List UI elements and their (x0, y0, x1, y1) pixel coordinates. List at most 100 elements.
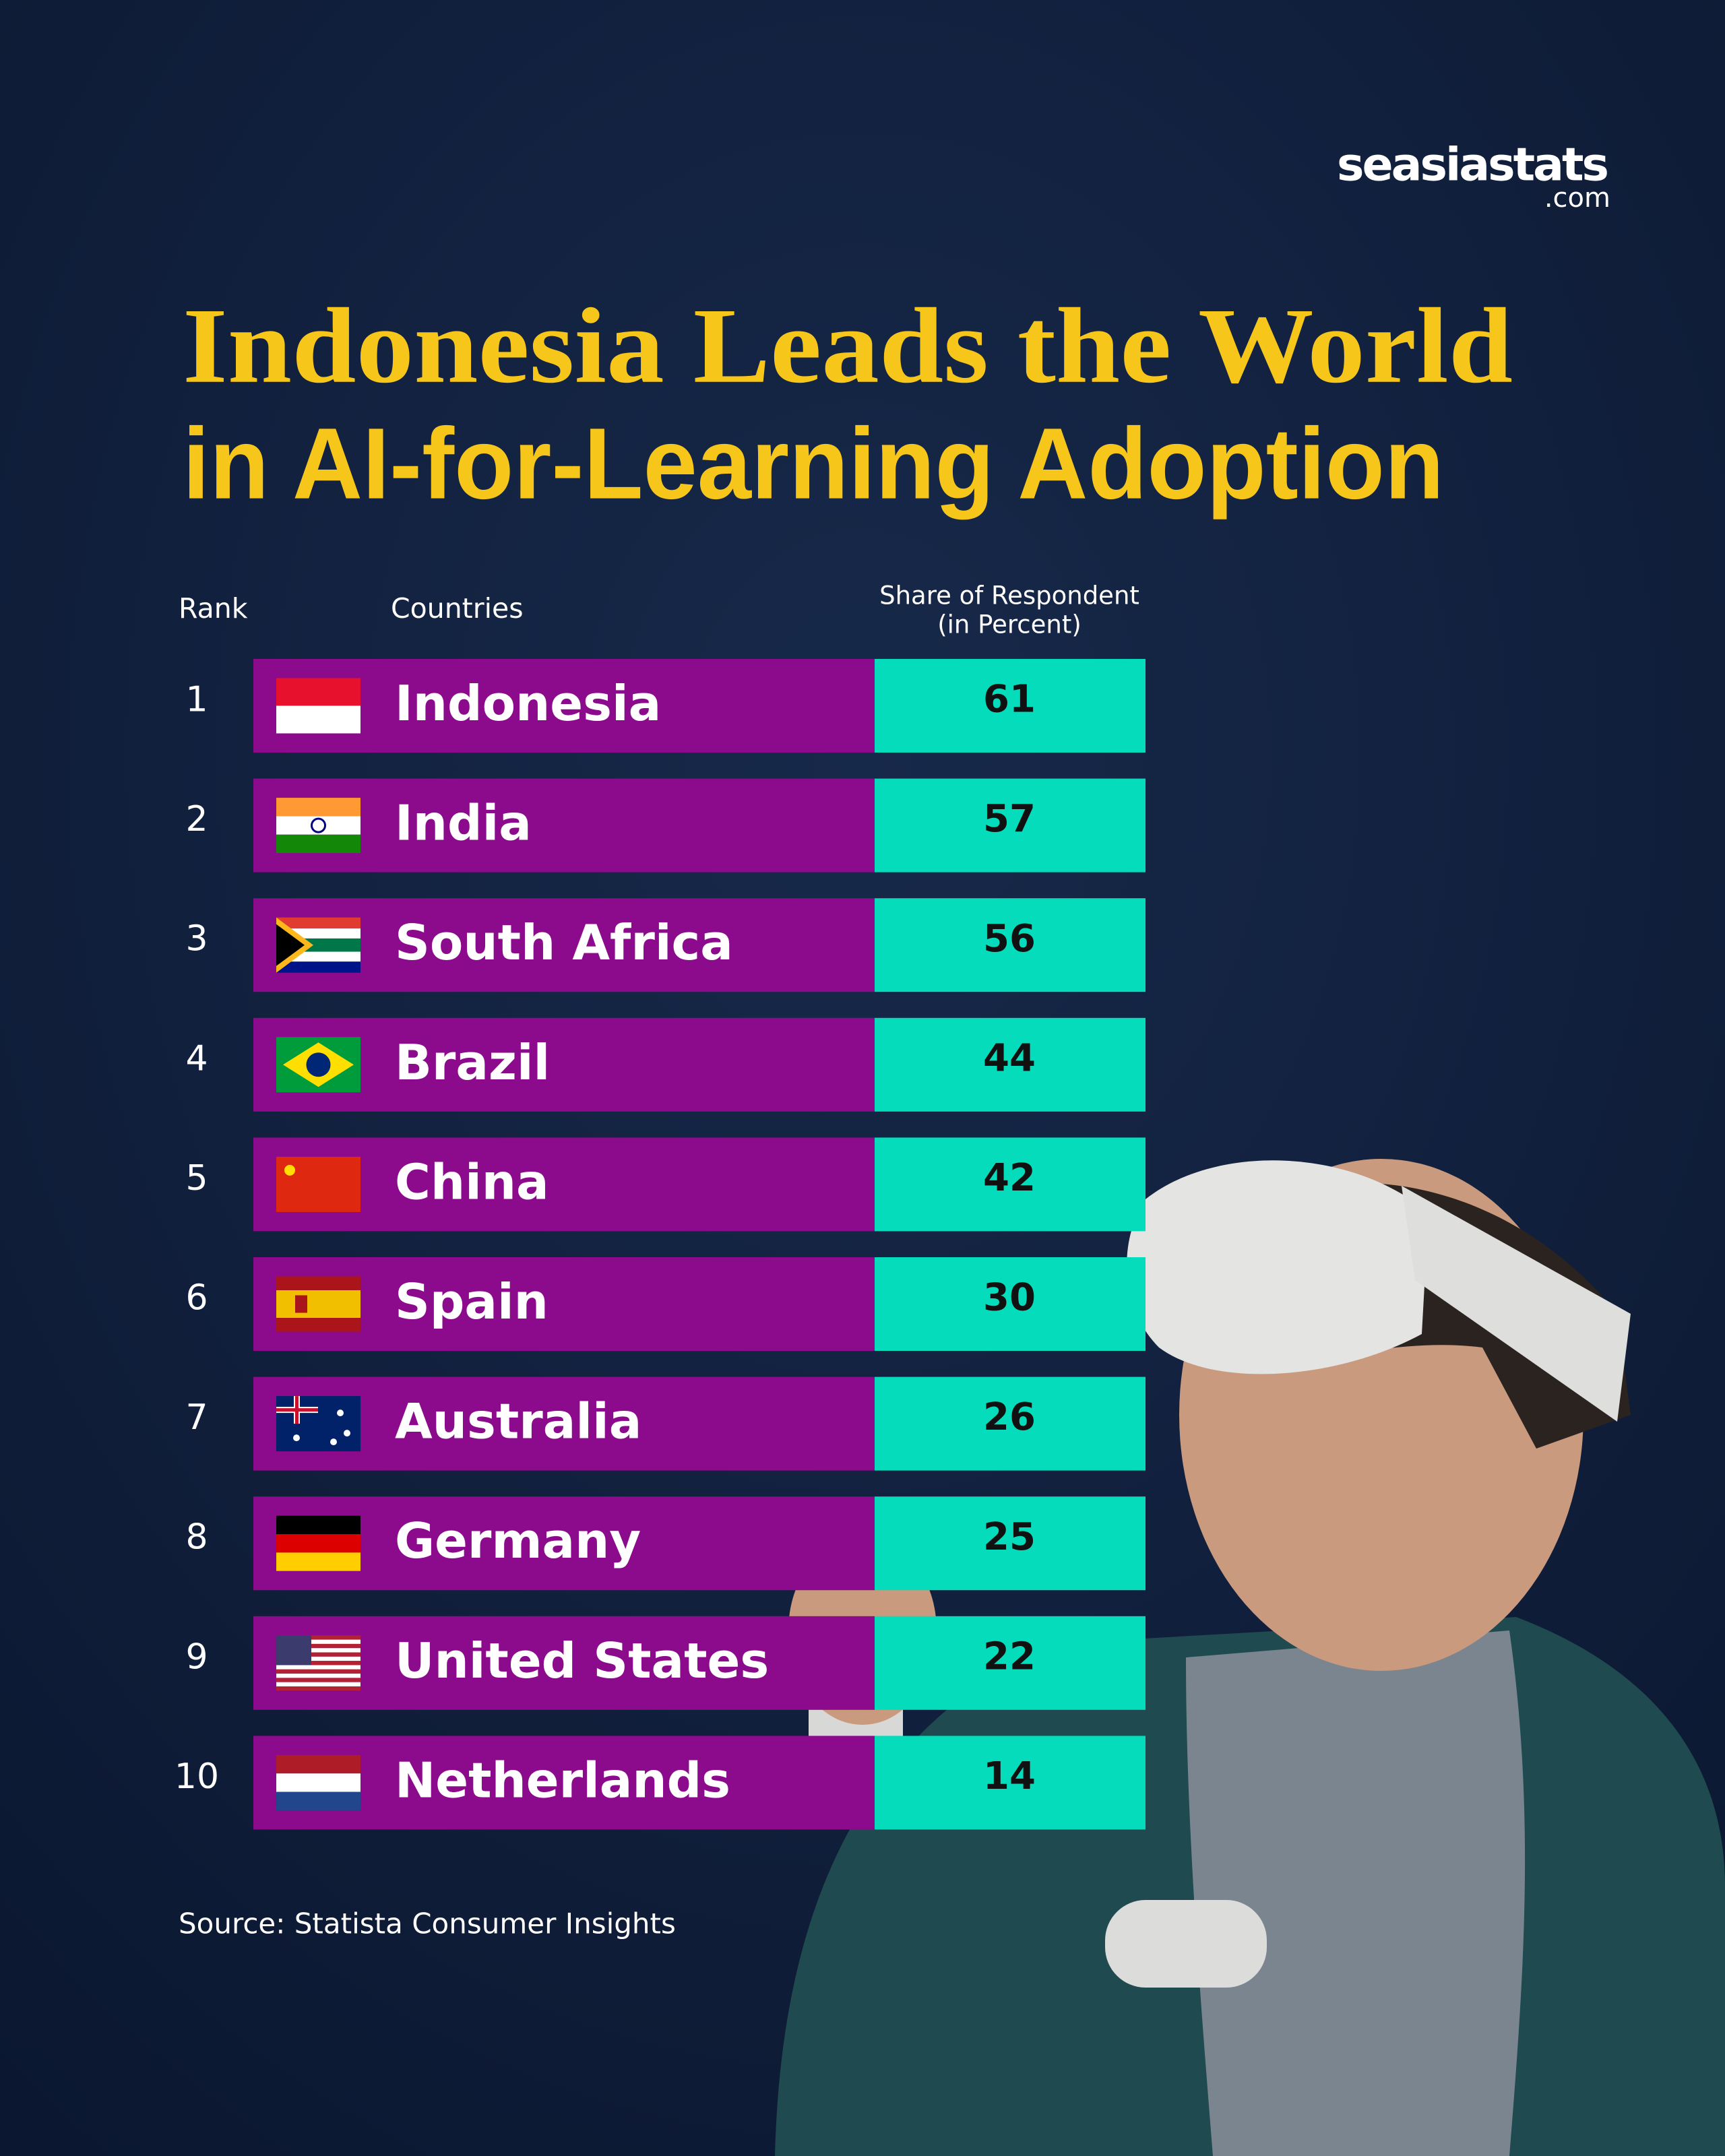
flag-part (284, 1164, 295, 1176)
flag (276, 1037, 360, 1093)
share-value: 57 (983, 797, 1036, 841)
flag-part (276, 705, 360, 734)
value-cell (875, 1616, 1146, 1710)
value-cell (875, 778, 1146, 873)
flag-part (311, 817, 326, 833)
flag-part (276, 1290, 360, 1304)
table-header: Rank Countries Share of Respondent (in P… (179, 581, 1139, 639)
value-cell (875, 659, 1146, 753)
flag-part (276, 1534, 360, 1553)
flag-part (276, 1643, 360, 1649)
flag-part (276, 1552, 360, 1571)
table-row: 8 Germany 25 (185, 1496, 1146, 1591)
flag-part (276, 1396, 360, 1452)
rank: 8 (185, 1517, 208, 1558)
table-row: 6 Spain 30 (185, 1257, 1146, 1351)
value-cell (875, 1137, 1146, 1232)
flag-part (295, 1295, 307, 1313)
share-value: 44 (983, 1036, 1036, 1080)
country-name: India (395, 795, 532, 852)
rank: 5 (185, 1158, 208, 1199)
flag-part (276, 1754, 360, 1774)
flag-part (276, 1635, 360, 1640)
flag-part (306, 1052, 331, 1077)
table-row: 3 South Africa 56 (185, 898, 1146, 992)
flag-part (276, 1515, 360, 1535)
value-cell (875, 1017, 1146, 1112)
header-rank: Rank (179, 592, 248, 625)
rank: 4 (185, 1038, 208, 1079)
title-line1: Indonesia Leads the World (183, 286, 1513, 406)
value-cell (875, 1736, 1146, 1830)
flag-part (276, 1652, 360, 1657)
rank: 2 (185, 799, 208, 839)
brand-suffix: .com (1544, 183, 1610, 214)
flag-part (276, 924, 305, 966)
flag-part (276, 1792, 360, 1810)
rank: 6 (185, 1278, 208, 1319)
flag-part (344, 1430, 350, 1437)
value-cell (875, 1376, 1146, 1471)
flag-part (276, 1661, 360, 1666)
flag-part (276, 1276, 360, 1290)
flag-part (276, 678, 360, 706)
table-row: 9 United States 22 (185, 1616, 1146, 1710)
flag (276, 1515, 360, 1571)
share-value: 26 (983, 1395, 1036, 1439)
share-value: 30 (983, 1276, 1036, 1320)
country-name: Spain (395, 1273, 548, 1330)
flag-part (276, 1635, 311, 1666)
share-value: 56 (983, 917, 1036, 961)
table-row: 4 Brazil 44 (185, 1017, 1146, 1112)
value-cell (875, 1257, 1146, 1351)
country-name: Netherlands (395, 1752, 730, 1808)
flag-part (276, 917, 360, 929)
flag (276, 1754, 360, 1810)
share-value: 14 (983, 1754, 1036, 1798)
flag-part (276, 1656, 360, 1661)
flag (276, 798, 360, 854)
country-name: China (395, 1153, 549, 1210)
flag-part (295, 1396, 299, 1424)
flag-part (276, 1773, 360, 1792)
table-row: 1 Indonesia 61 (185, 659, 1146, 753)
flag-part (276, 1678, 360, 1682)
flag-part (276, 798, 360, 817)
flag (276, 678, 360, 734)
rank: 9 (185, 1637, 208, 1677)
table-row: 2 India 57 (185, 778, 1146, 873)
flag (276, 917, 360, 973)
brand: seasiastats .com (1337, 139, 1610, 214)
flag-part (276, 1665, 360, 1670)
rank: 1 (185, 680, 208, 720)
flag-part (276, 1304, 360, 1318)
share-value: 25 (983, 1515, 1036, 1559)
flag-part (293, 1434, 300, 1442)
title-line2: in AI-for-Learning Adoption (183, 407, 1444, 520)
country-name: South Africa (395, 914, 733, 971)
value-cell (875, 898, 1146, 992)
flag (276, 1396, 360, 1452)
country-name: Australia (395, 1393, 641, 1450)
share-value: 42 (983, 1156, 1036, 1200)
flag (276, 1635, 360, 1691)
flag-part (337, 1409, 344, 1417)
country-name: Brazil (395, 1034, 550, 1091)
table-row: 7 Australia 26 (185, 1376, 1146, 1471)
source-note: Source: Statista Consumer Insights (179, 1907, 676, 1940)
table-row: 10 Netherlands 14 (175, 1736, 1146, 1830)
table-row: 5 China 42 (185, 1137, 1146, 1232)
header-share: Share of Respondent (879, 581, 1139, 610)
country-name: United States (395, 1632, 769, 1689)
flag-part (276, 1686, 360, 1691)
share-value: 61 (983, 678, 1036, 722)
flag (276, 1276, 360, 1332)
flag-part (276, 1669, 360, 1674)
rank: 10 (175, 1756, 219, 1797)
table-rows: 1 Indonesia 612 India 573 South Africa 564 Braz… (175, 659, 1146, 1830)
rank: 7 (185, 1397, 208, 1438)
brand-name: seasiastats (1337, 139, 1608, 192)
flag-part (330, 1438, 337, 1446)
share-value: 22 (983, 1635, 1036, 1678)
